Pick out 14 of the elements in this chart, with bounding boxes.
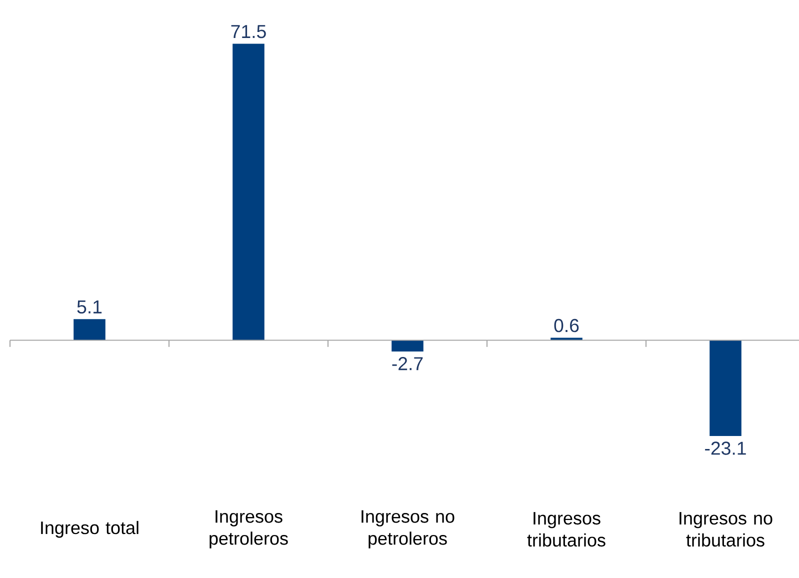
bar xyxy=(74,319,106,340)
data-label: 0.6 xyxy=(554,318,579,332)
data-label: -2.7 xyxy=(392,357,423,370)
x-tick-label: Ingresos petroleros xyxy=(210,510,288,548)
x-tick-label: Ingreso total xyxy=(41,520,138,538)
data-label: 71.5 xyxy=(231,25,266,38)
bar xyxy=(710,340,742,436)
x-tick-label: Ingresos tributarios xyxy=(527,512,606,547)
data-label: 5.1 xyxy=(77,300,102,314)
x-tick-label: Ingresos no tributarios xyxy=(680,512,772,547)
data-label: -23.1 xyxy=(705,442,746,455)
bar xyxy=(232,44,264,340)
bar xyxy=(392,340,424,352)
x-tick-label: Ingresos no petroleros xyxy=(362,510,454,548)
